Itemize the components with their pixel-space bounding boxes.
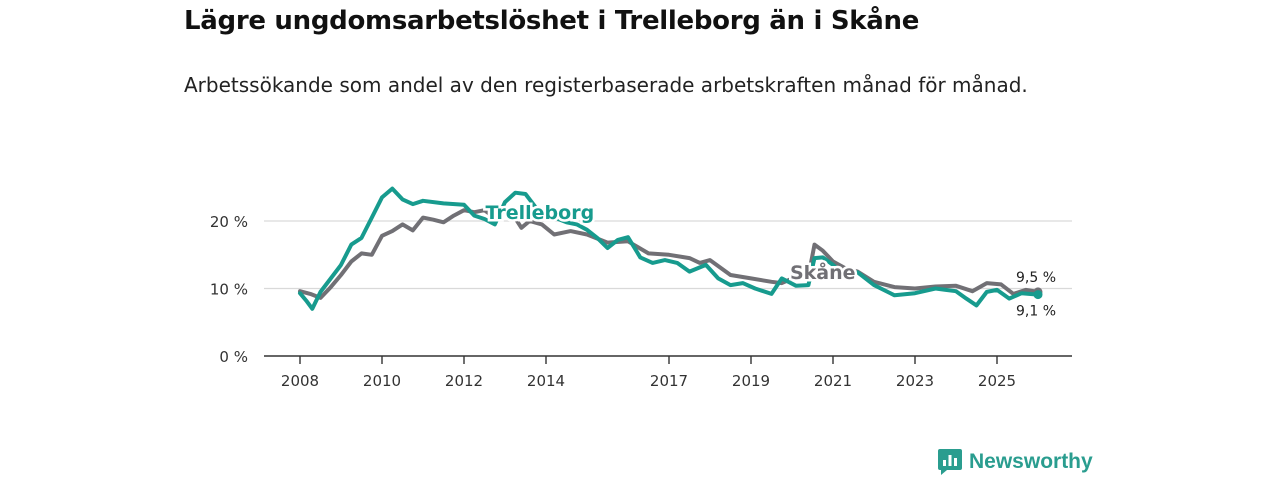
x-tick-label: 2014 [527,372,565,390]
series-labels: Trelleborg Skåne 9,5 % 9,1 % [483,199,1056,320]
skane-end-value-label: 9,5 % [1016,270,1056,286]
x-tick-label: 2010 [363,372,401,390]
chart-subtitle: Arbetssökande som andel av den registerb… [184,73,1028,97]
x-tick-label: 2025 [978,372,1016,390]
trelleborg-end-value-label: 9,1 % [1016,304,1056,320]
x-tick-label: 2019 [732,372,770,390]
skane-series-label: Skåne [790,260,856,284]
y-tick-label: 20 % [210,213,248,231]
series-lines [298,186,1043,311]
y-tick-label: 10 % [210,281,248,299]
newsworthy-brand: Newsworthy [937,448,1093,476]
x-tick-label: 2008 [281,372,319,390]
x-tick-label: 2021 [814,372,852,390]
x-tick-label: 2023 [896,372,934,390]
trelleborg-end-point [1033,290,1043,300]
x-tick-label: 2017 [650,372,688,390]
newsworthy-logo-icon [938,449,962,475]
trelleborg-series-line [298,186,1040,311]
chart-title: Lägre ungdomsarbetslöshet i Trelleborg ä… [184,6,920,36]
skane-series-line [298,208,1040,300]
brand-name: Newsworthy [969,450,1093,473]
axes: 0 % 10 % 20 % 2008 2010 2012 2014 2017 2019 2021 2… [210,213,1072,390]
trelleborg-series-label: Trelleborg [486,202,595,224]
y-tick-label: 0 % [219,348,248,366]
x-tick-label: 2012 [445,372,483,390]
